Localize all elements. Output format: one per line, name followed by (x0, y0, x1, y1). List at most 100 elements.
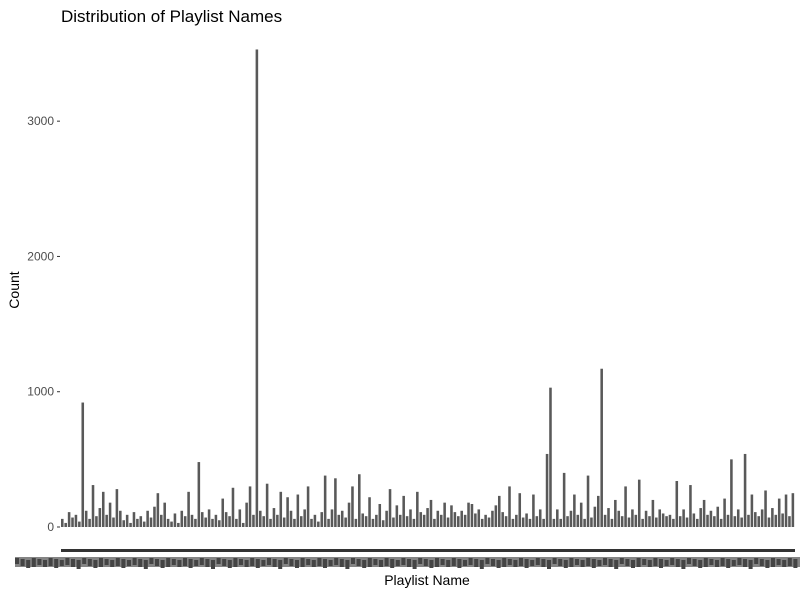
bar (767, 517, 771, 527)
bar (381, 520, 385, 527)
bar (692, 513, 696, 527)
bar (457, 516, 460, 527)
x-tick-label (15, 558, 19, 564)
bar (719, 518, 723, 527)
bar (497, 495, 501, 527)
bar (317, 521, 320, 527)
bar (170, 521, 173, 527)
x-tick-label (541, 559, 546, 567)
x-tick-label (547, 560, 551, 569)
x-tick-label (401, 558, 406, 565)
bar (460, 510, 463, 527)
bar (501, 512, 504, 527)
x-tick-label (323, 559, 327, 568)
bar (419, 512, 423, 527)
x-tick-label (121, 559, 126, 568)
x-tick-label (631, 560, 635, 568)
x-tick-label (311, 560, 316, 567)
bar (480, 518, 484, 527)
x-tick-label (227, 560, 232, 568)
x-tick-label (519, 558, 523, 566)
x-tick-label (160, 560, 165, 568)
x-tick-label (793, 559, 798, 568)
x-tick-band (61, 549, 795, 552)
bar (433, 518, 436, 527)
bar (528, 518, 532, 527)
x-tick-label (720, 558, 725, 566)
bar (139, 516, 143, 527)
bar (494, 505, 498, 527)
bar (146, 510, 149, 527)
x-tick-label (513, 560, 518, 567)
x-tick-label (418, 558, 423, 564)
x-tick-label (787, 558, 792, 566)
x-tick-label (535, 558, 540, 565)
x-tick-label (754, 558, 759, 564)
bar (279, 491, 283, 527)
bar (515, 514, 518, 527)
bar (569, 510, 573, 527)
bar (385, 510, 388, 527)
bar (334, 478, 337, 527)
bar (644, 510, 648, 527)
bar (631, 509, 634, 527)
bar (405, 516, 409, 527)
x-tick-label (558, 559, 563, 566)
x-tick-label (625, 559, 630, 566)
bar (538, 509, 542, 527)
bar (675, 481, 679, 527)
x-tick-label (451, 558, 456, 566)
bar (706, 514, 709, 527)
bar (142, 521, 146, 527)
x-tick-label (188, 559, 193, 568)
x-tick-label (272, 559, 277, 567)
bar (422, 514, 426, 527)
x-tick-label (659, 559, 663, 568)
bar (378, 504, 382, 527)
x-tick-label (20, 559, 25, 566)
bar (634, 514, 638, 527)
x-tick-label (155, 559, 159, 566)
x-tick-label (776, 559, 781, 565)
bar (122, 520, 126, 527)
x-tick-label (457, 559, 462, 568)
bar (416, 491, 419, 527)
bar (453, 512, 457, 527)
bar (180, 510, 184, 527)
x-tick-label (608, 559, 613, 567)
x-tick-label (211, 560, 215, 569)
x-tick-label (110, 560, 115, 567)
bar (303, 509, 306, 527)
x-tick-label (463, 560, 467, 566)
x-tick-label (407, 559, 411, 567)
x-tick-label (636, 558, 641, 567)
x-tick-label (250, 558, 255, 566)
bar (436, 510, 440, 527)
bar (153, 506, 156, 527)
bar (74, 514, 78, 527)
bar (709, 510, 713, 527)
bar (573, 494, 576, 527)
x-tick-label (356, 559, 361, 566)
bar (525, 513, 528, 527)
x-tick-label (597, 560, 602, 566)
bar (88, 518, 91, 527)
bar (71, 517, 74, 527)
bar (777, 498, 781, 527)
bar (702, 499, 706, 527)
x-axis (15, 549, 800, 569)
bar (276, 514, 279, 527)
bar (610, 518, 614, 527)
x-tick-label (183, 558, 187, 566)
bar (504, 516, 508, 527)
bar (364, 516, 368, 527)
bar (200, 512, 204, 527)
bar (491, 510, 494, 527)
bar (282, 517, 286, 527)
x-tick-label (569, 558, 574, 567)
bar (532, 494, 535, 527)
bar (296, 494, 300, 527)
bar (562, 472, 566, 527)
x-tick-label (726, 559, 731, 568)
x-tick-label (771, 558, 775, 567)
